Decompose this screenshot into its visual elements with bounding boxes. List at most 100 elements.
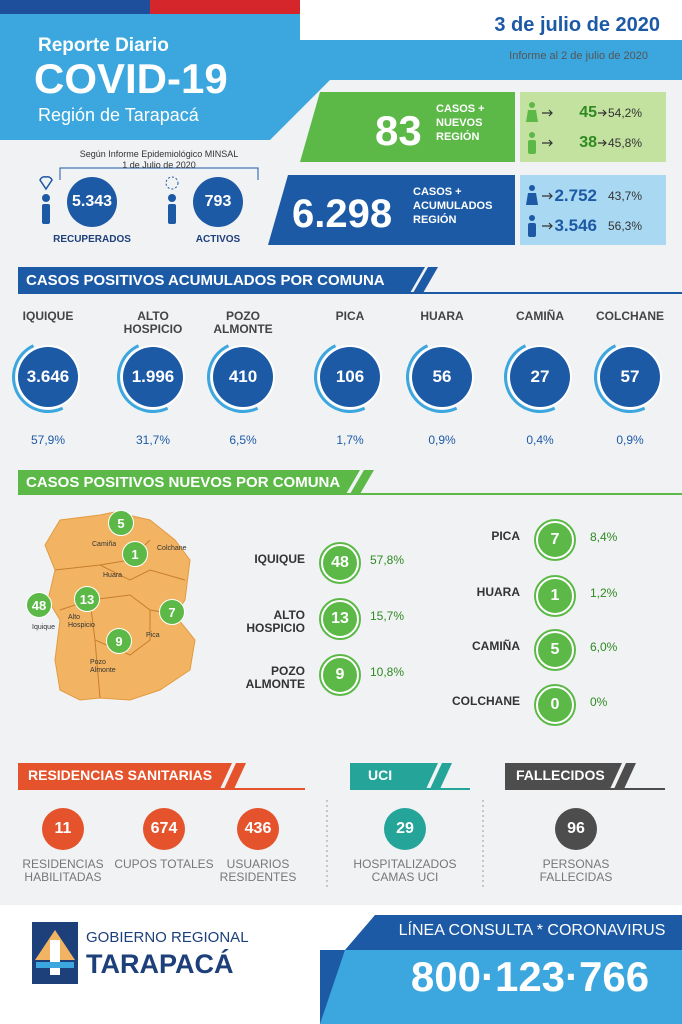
comuna-value: 106 <box>320 347 380 407</box>
section-title: UCI <box>368 767 393 783</box>
nuevos-split-pct: 54,2% <box>608 106 643 120</box>
map-place: Pozo Almonte <box>90 659 116 674</box>
comuna-new-pct: 10,8% <box>370 665 405 679</box>
nuevos-label: REGIÓN <box>436 131 480 143</box>
uci-label: HOSPITALIZADOS CAMAS UCI <box>353 857 457 885</box>
org: GOBIERNO REGIONAL <box>86 929 249 946</box>
acumulados-label: ACUMULADOS <box>413 200 493 212</box>
comuna-new-pct: 1,2% <box>590 586 618 600</box>
nuevos-label: CASOS + <box>436 103 485 115</box>
map-marker: 5 <box>108 510 134 536</box>
comuna-new-pct: 0% <box>590 695 608 709</box>
map-place: Iquique <box>32 624 55 631</box>
line-title: LÍNEA CONSULTA * CORONAVIRUS <box>398 922 666 939</box>
acumulados-value: 6.298 <box>292 192 393 236</box>
comuna-new-value: 9 <box>319 654 361 696</box>
org-name: TARAPACÁ <box>86 949 234 979</box>
comuna-pct: 0,4% <box>526 433 554 447</box>
header-informe: Informe al 2 de julio de 2020 <box>509 50 648 62</box>
header-region: Región de Tarapacá <box>38 105 199 125</box>
header-date: 3 de julio de 2020 <box>494 14 660 36</box>
comuna-name: POZO ALMONTE <box>245 664 305 692</box>
map-place: Camiña <box>92 541 117 548</box>
minsal-date: 1 de Julio de 2020 <box>122 160 196 170</box>
nuevos-split-value: 38 <box>579 134 597 151</box>
phone: 800·123·766 <box>410 953 650 1000</box>
comuna-new-value: 13 <box>319 598 361 640</box>
activos-value: 793 <box>193 177 243 227</box>
nuevos-split-pct: 45,8% <box>608 136 643 150</box>
fallecidos-value: 96 <box>555 808 597 850</box>
comuna-new-pct: 15,7% <box>370 609 405 623</box>
comuna-name: HUARA <box>420 309 464 323</box>
comuna-new-value: 7 <box>534 519 576 561</box>
comuna-pct: 0,9% <box>616 433 644 447</box>
minsal-note: Según Informe Epidemiológico MINSAL <box>79 149 239 159</box>
map-place: Alto Hospicio <box>68 614 95 629</box>
comuna-new-value: 0 <box>534 684 576 726</box>
comuna-new-pct: 8,4% <box>590 530 618 544</box>
section-title: CASOS POSITIVOS ACUMULADOS POR COMUNA <box>26 272 385 289</box>
comuna-value: 410 <box>213 347 273 407</box>
comuna-name: PICA <box>491 529 520 543</box>
comuna-pct: 0,9% <box>428 433 456 447</box>
fallecidos-label: PERSONAS FALLECIDAS <box>539 857 613 885</box>
comuna-name: HUARA <box>476 585 520 599</box>
recuperados-value: 5.343 <box>67 177 117 227</box>
activos-label: ACTIVOS <box>195 234 241 245</box>
comuna-new-value: 1 <box>534 575 576 617</box>
comuna-name: IQUIQUE <box>254 552 305 566</box>
map-marker: 7 <box>159 599 185 625</box>
comuna-name: PICA <box>335 309 365 323</box>
acumulados-split-pct: 43,7% <box>608 189 643 203</box>
residencia-value: 11 <box>42 808 84 850</box>
comuna-new-value: 5 <box>534 629 576 671</box>
uci-value: 29 <box>384 808 426 850</box>
section-title: CASOS POSITIVOS NUEVOS POR COMUNA <box>26 474 341 491</box>
comuna-name: COLCHANE <box>452 694 520 708</box>
nuevos-split-value: 45 <box>579 104 597 121</box>
comuna-pct: 6,5% <box>229 433 257 447</box>
map-place: Colchane <box>157 545 187 552</box>
acumulados-split-value: 2.752 <box>554 186 597 205</box>
comuna-new-value: 48 <box>319 542 361 584</box>
acumulados-split-pct: 56,3% <box>608 219 643 233</box>
map-marker: 9 <box>106 628 132 654</box>
header-title: COVID-19 <box>34 55 228 102</box>
comuna-value: 3.646 <box>18 347 78 407</box>
residencia-label: USUARIOS RESIDENTES <box>219 857 297 885</box>
map-place: Huara <box>103 572 123 579</box>
map-marker: 13 <box>74 586 100 612</box>
acumulados-label: CASOS + <box>413 186 462 198</box>
comuna-value: 56 <box>412 347 472 407</box>
recuperados-label: RECUPERADOS <box>53 234 131 245</box>
comuna-name: COLCHANE <box>596 309 664 323</box>
residencia-label: CUPOS TOTALES <box>114 857 214 871</box>
comuna-pct: 1,7% <box>336 433 364 447</box>
comuna-name: CAMIÑA <box>472 639 520 653</box>
comuna-name: POZO ALMONTE <box>213 309 273 337</box>
residencia-value: 436 <box>237 808 279 850</box>
comuna-new-pct: 57,8% <box>370 553 405 567</box>
comuna-value: 57 <box>600 347 660 407</box>
acumulados-split-value: 3.546 <box>554 216 597 235</box>
map-place: Pica <box>146 632 160 639</box>
map-marker: 1 <box>122 541 148 567</box>
header-subtitle: Reporte Diario <box>38 35 169 56</box>
map-marker: 48 <box>26 592 52 618</box>
comuna-value: 1.996 <box>123 347 183 407</box>
residencia-value: 674 <box>143 808 185 850</box>
nuevos-label: NUEVOS <box>436 117 483 129</box>
comuna-value: 27 <box>510 347 570 407</box>
section-title: RESIDENCIAS SANITARIAS <box>28 767 213 783</box>
residencia-label: RESIDENCIAS HABILITADAS <box>22 857 104 885</box>
nuevos-value: 83 <box>375 107 422 154</box>
comuna-name: IQUIQUE <box>22 309 74 323</box>
section-title: FALLECIDOS <box>516 767 605 783</box>
acumulados-label: REGIÓN <box>413 214 457 226</box>
comuna-name: CAMIÑA <box>516 309 564 323</box>
comuna-pct: 57,9% <box>30 433 66 447</box>
comuna-pct: 31,7% <box>135 433 171 447</box>
